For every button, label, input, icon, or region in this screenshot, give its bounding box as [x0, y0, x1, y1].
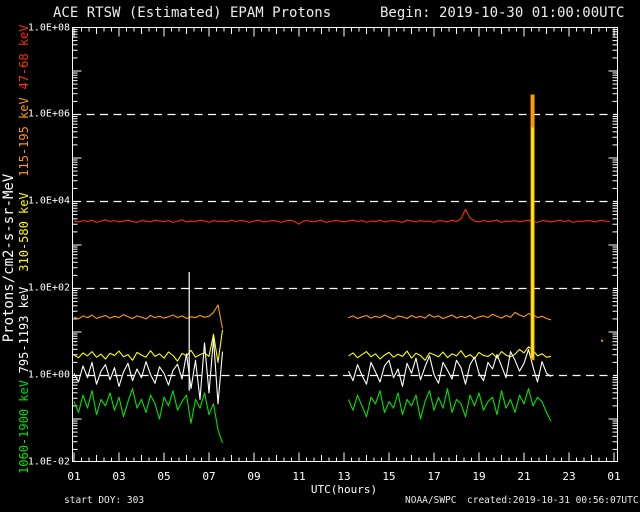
agency-label: NOAA/SWPC	[405, 495, 457, 506]
x-tick-11: 11	[292, 470, 306, 483]
y-axis-title: Protons/cm2-s-sr-MeV	[1, 173, 17, 343]
y-tick-1e8: 1.0E+08	[27, 22, 70, 34]
legend-item-47-68kev: 47-68 keV	[17, 24, 31, 90]
x-tick-21: 21	[517, 470, 531, 483]
plot-title: ACE RTSW (Estimated) EPAM Protons	[53, 5, 332, 21]
x-tick-17: 17	[427, 470, 441, 483]
x-tick-03: 03	[112, 470, 126, 483]
x-tick-19: 19	[472, 470, 486, 483]
x-tick-15: 15	[382, 470, 396, 483]
plot-area	[72, 27, 618, 462]
plot-begin-time: Begin: 2019-10-30 01:00:00UTC	[380, 5, 625, 21]
y-tick-1e2: 1.0E+02	[27, 282, 70, 294]
x-tick-09: 09	[247, 470, 261, 483]
y-tick-1e6: 1.0E+06	[27, 108, 70, 120]
created-timestamp: created:2019-10-31 00:56:07UTC	[467, 495, 639, 506]
start-doy-label: start DOY: 303	[64, 495, 145, 506]
x-tick-23: 23	[562, 470, 576, 483]
x-tick-05: 05	[157, 470, 171, 483]
y-tick-1e0: 1.0E+00	[27, 369, 70, 381]
x-axis-title: UTC(hours)	[310, 483, 378, 496]
x-tick-01b: 01	[607, 470, 621, 483]
x-tick-13: 13	[337, 470, 351, 483]
x-tick-01a: 01	[67, 470, 81, 483]
y-tick-1e4: 1.0E+04	[27, 195, 70, 207]
x-tick-07: 07	[202, 470, 216, 483]
legend-item-795-1193kev: 795-1193 keV	[17, 286, 31, 374]
y-tick-1em2: 1.0E-02	[27, 456, 70, 468]
